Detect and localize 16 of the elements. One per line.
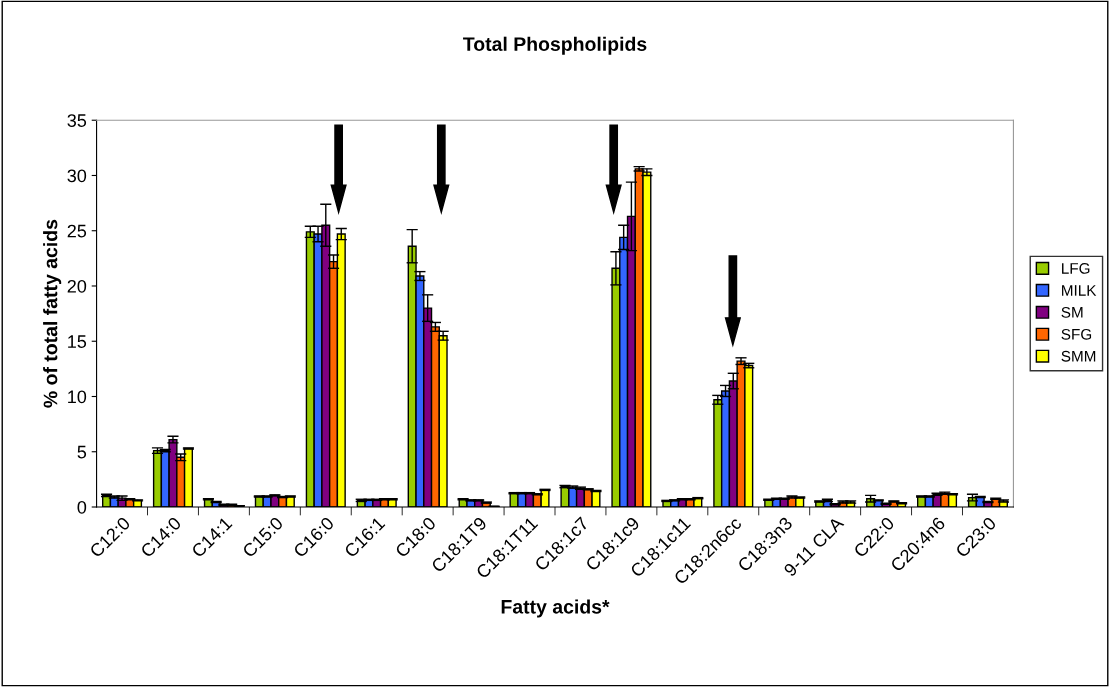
y-tick-label: 25	[67, 224, 87, 238]
y-tick-label: 30	[67, 169, 87, 183]
legend-label: LFG	[1062, 263, 1090, 274]
y-tick-label: 10	[68, 390, 87, 404]
y-tick-label: 15	[68, 335, 87, 348]
legend-label: MILK	[1062, 285, 1097, 296]
legend-label: SMM	[1061, 350, 1096, 362]
y-axis-title: % of total fatty acids	[43, 219, 62, 408]
x-axis-title: Fatty acids*	[501, 599, 610, 618]
legend-label: SFG	[1061, 328, 1092, 340]
legend-label: SM	[1061, 306, 1083, 318]
y-tick-label: 0	[77, 500, 87, 514]
y-tick-label: 35	[67, 114, 87, 127]
y-tick-label: 5	[77, 445, 87, 459]
chart-title: Total Phospholipids	[463, 36, 647, 55]
y-tick-label: 20	[67, 279, 87, 293]
